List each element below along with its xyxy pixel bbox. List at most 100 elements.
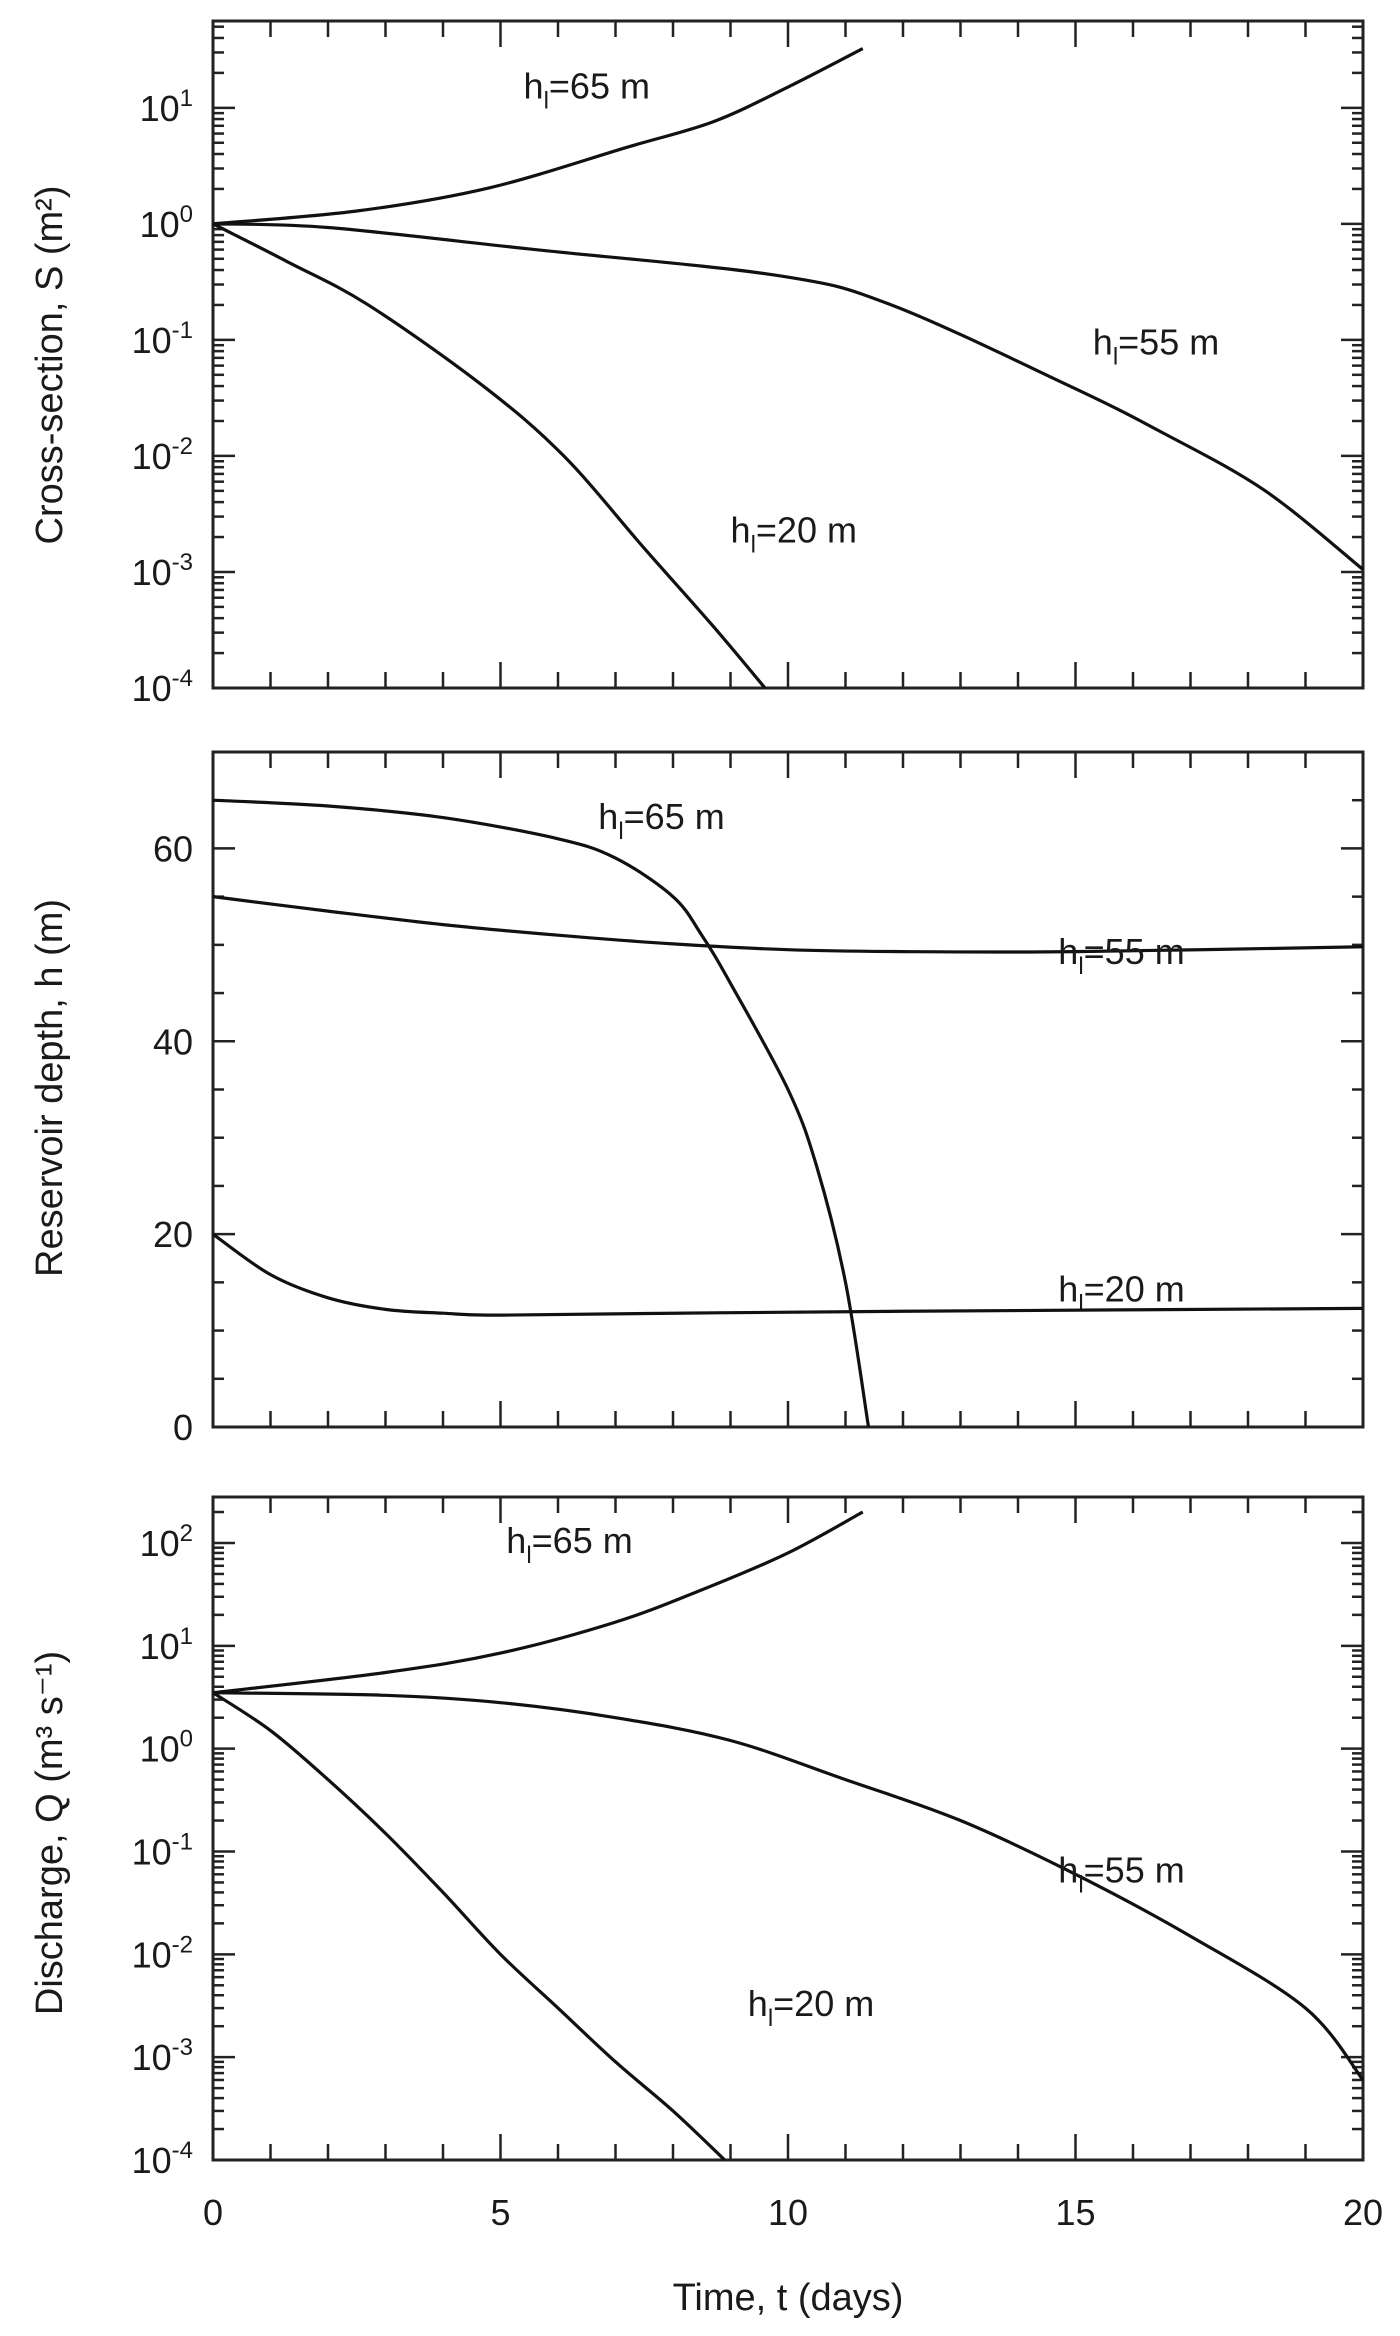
y-tick-label: 100: [140, 201, 193, 245]
series-label-subscript: l: [618, 818, 623, 845]
y-tick-base: 10: [132, 668, 172, 709]
series-label-subscript: l: [1078, 1871, 1083, 1898]
series-label: hl=20 m: [731, 509, 857, 558]
y-tick-label: 101: [140, 85, 193, 129]
y-tick-label: 0: [173, 1407, 193, 1448]
y-tick-base: 10: [132, 2140, 172, 2181]
series-label-value: =55 m: [1084, 931, 1185, 972]
series-label-main: h: [1058, 1269, 1078, 1310]
series-label-main: h: [1058, 931, 1078, 972]
y-tick-base: 10: [140, 1626, 180, 1667]
y-tick-base: 10: [140, 1729, 180, 1770]
y-tick-label: 10-1: [132, 317, 193, 361]
y-tick-base: 10: [132, 1934, 172, 1975]
y-tick-exponent: -3: [172, 549, 193, 576]
y-tick-label: 10-2: [132, 1931, 193, 1975]
series-label: hl=55 m: [1058, 931, 1184, 980]
series-label-main: h: [524, 66, 544, 107]
y-tick-exponent: -4: [172, 665, 193, 692]
y-tick-base: 10: [132, 320, 172, 361]
series-label-main: h: [506, 1520, 526, 1561]
series-label-value: =55 m: [1118, 321, 1219, 362]
y-tick-exponent: -4: [172, 2137, 193, 2164]
y-tick-label: 60: [153, 828, 193, 869]
y-tick-base: 10: [132, 2037, 172, 2078]
series-label: hl=65 m: [524, 66, 650, 115]
series-label-main: h: [598, 796, 618, 837]
series-label-subscript: l: [751, 531, 756, 558]
series-label: hl=55 m: [1058, 1849, 1184, 1898]
series-label-subscript: l: [768, 2005, 773, 2032]
plot-frame: [211, 1495, 1365, 2162]
series-line-1: [212, 1510, 864, 1695]
series-label: hl=20 m: [1058, 1269, 1184, 1318]
series-line-2: [212, 895, 1364, 954]
y-tick-exponent: -2: [172, 1931, 193, 1958]
y-tick-base: 10: [140, 204, 180, 245]
y-tick-exponent: 0: [180, 1726, 193, 1753]
y-tick-base: 10: [140, 1523, 180, 1564]
y-tick-label: 10-4: [132, 665, 193, 709]
x-tick-label: 0: [203, 2192, 223, 2233]
series-label-value: =65 m: [532, 1520, 633, 1561]
series-line-2: [212, 1691, 1365, 2081]
x-tick-label: 20: [1343, 2192, 1383, 2233]
y-tick-label: 40: [153, 1021, 193, 1062]
y-tick-label: 20: [153, 1214, 193, 1255]
series-line-2: [212, 222, 1365, 571]
series-label-main: h: [748, 1983, 768, 2024]
y-axis-label: Discharge, Q (m³ s⁻¹): [29, 1651, 71, 2015]
y-tick-label: 10-3: [132, 549, 193, 593]
y-tick-base: 10: [132, 436, 172, 477]
series-line-1: [212, 47, 864, 226]
y-tick-label: 10-2: [132, 433, 193, 477]
y-axis-label: Reservoir depth, h (m): [29, 899, 71, 1277]
y-tick-label: 10-4: [132, 2137, 193, 2181]
series-line-1: [212, 798, 871, 1428]
series-label-main: h: [1058, 1849, 1078, 1890]
series-label: hl=20 m: [748, 1983, 874, 2032]
x-tick-label: 15: [1055, 2192, 1095, 2233]
series-label: hl=65 m: [598, 796, 724, 845]
y-axis-label: Cross-section, S (m²): [29, 186, 71, 545]
series-line-3: [212, 1691, 726, 2162]
series-label-value: =65 m: [624, 796, 725, 837]
series-label-subscript: l: [544, 88, 549, 115]
y-tick-exponent: 0: [180, 201, 193, 228]
y-tick-label: 10-1: [132, 1828, 193, 1872]
series-label-subscript: l: [1078, 953, 1083, 980]
y-tick-exponent: 1: [180, 1623, 193, 1650]
series-label: hl=65 m: [506, 1520, 632, 1569]
series-line-3: [212, 222, 767, 690]
series-line-4: [212, 1232, 1364, 1317]
y-tick-label: 101: [140, 1623, 193, 1667]
x-axis-label: Time, t (days): [673, 2277, 904, 2319]
y-tick-label: 10-3: [132, 2034, 193, 2078]
y-tick-base: 10: [132, 552, 172, 593]
series-label-value: =20 m: [1084, 1269, 1185, 1310]
y-tick-exponent: 2: [180, 1520, 193, 1547]
y-tick-exponent: -3: [172, 2034, 193, 2061]
y-tick-label: 100: [140, 1726, 193, 1770]
series-label-value: =65 m: [549, 66, 650, 107]
y-tick-base: 10: [132, 1831, 172, 1872]
x-tick-label: 10: [768, 2192, 808, 2233]
series-label-subscript: l: [526, 1542, 531, 1569]
y-tick-exponent: -1: [172, 317, 193, 344]
series-label-value: =20 m: [773, 1983, 874, 2024]
series-label-value: =20 m: [756, 509, 857, 550]
series-label-main: h: [731, 509, 751, 550]
series-label-main: h: [1093, 321, 1113, 362]
y-tick-exponent: -1: [172, 1828, 193, 1855]
series-label-subscript: l: [1078, 1291, 1083, 1318]
series-label-value: =55 m: [1084, 1849, 1185, 1890]
y-tick-exponent: -2: [172, 433, 193, 460]
series-label: hl=55 m: [1093, 321, 1219, 370]
x-tick-label: 5: [490, 2192, 510, 2233]
y-tick-label: 102: [140, 1520, 193, 1564]
y-tick-exponent: 1: [180, 85, 193, 112]
